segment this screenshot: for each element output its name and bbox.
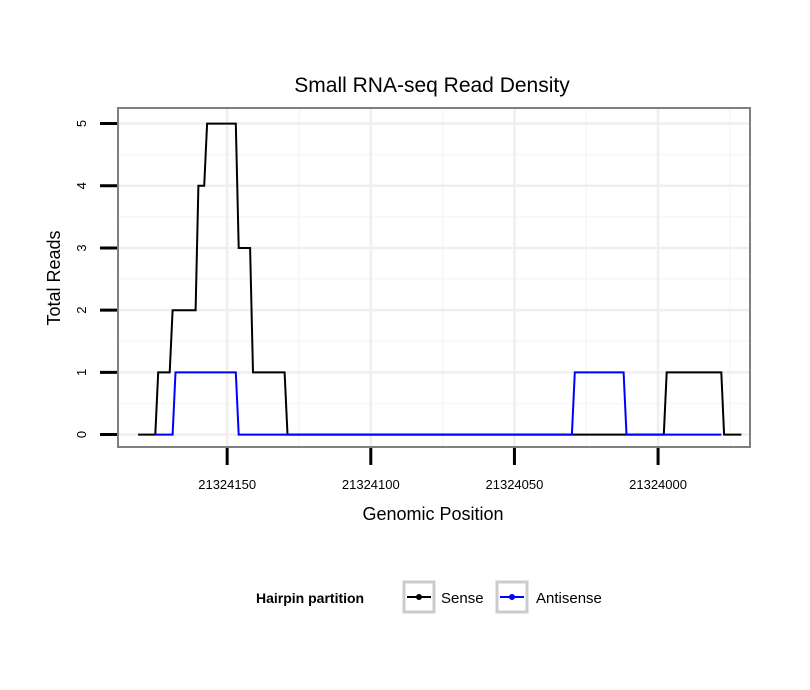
- chart-title: Small RNA-seq Read Density: [294, 74, 570, 97]
- legend-label-sense: Sense: [441, 590, 484, 607]
- legend-key-dot-sense: [416, 594, 422, 600]
- x-tick-label: 21324100: [342, 477, 400, 492]
- legend-item-sense: Sense: [402, 580, 484, 614]
- legend-label-antisense: Antisense: [536, 590, 602, 607]
- series-lines: [138, 122, 742, 436]
- legend-key-dot-antisense: [509, 594, 515, 600]
- series-line-antisense: [155, 371, 722, 436]
- legend: Hairpin partition Sense Antisense: [256, 580, 602, 614]
- x-axis-title: Genomic Position: [362, 504, 503, 524]
- y-axis-title: Total Reads: [44, 230, 64, 325]
- y-tick-label: 0: [74, 431, 89, 438]
- legend-title: Hairpin partition: [256, 590, 364, 606]
- x-tick-label: 21324050: [486, 477, 544, 492]
- y-tick-label: 3: [74, 244, 89, 251]
- x-tick-label: 21324000: [629, 477, 687, 492]
- y-tick-label: 4: [74, 182, 89, 189]
- x-axis: 21324150 21324100 21324050 21324000: [198, 448, 687, 492]
- plot-panel-border: [117, 107, 751, 448]
- x-tick-label: 21324150: [198, 477, 256, 492]
- grid-lines: [118, 108, 750, 447]
- y-axis: 0 1 2 3 4 5: [74, 120, 117, 438]
- legend-item-antisense: Antisense: [495, 580, 602, 614]
- y-tick-label: 5: [74, 120, 89, 127]
- y-tick-label: 2: [74, 307, 89, 314]
- y-tick-label: 1: [74, 369, 89, 376]
